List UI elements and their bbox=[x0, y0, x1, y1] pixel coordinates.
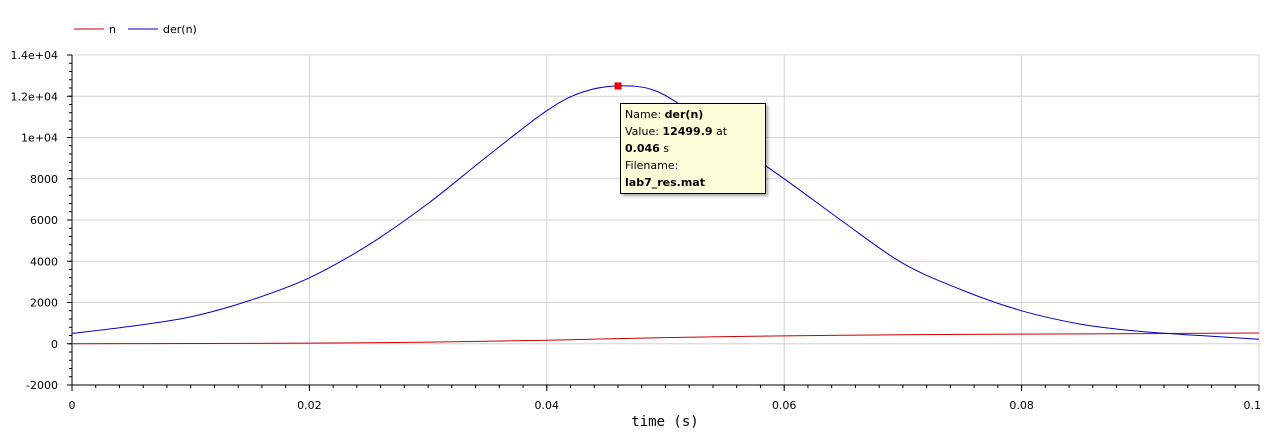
y-tick-label: -2000 bbox=[26, 379, 58, 392]
y-tick-label: 1e+04 bbox=[21, 132, 58, 145]
x-tick-label: 0.06 bbox=[772, 399, 797, 412]
y-tick-label: 1.4e+04 bbox=[11, 49, 58, 62]
tooltip-name-row: Name: der(n) bbox=[625, 108, 704, 121]
axes: -2000 0 2000 4000 6000 8000 1e+04 1.2e+04 1.4e+0… bbox=[11, 49, 1261, 412]
tooltip-value-row: Value: 12499.9 at 0.046 s bbox=[625, 125, 728, 155]
x-tick-label: 0.02 bbox=[297, 399, 322, 412]
y-tick-label: 4000 bbox=[30, 255, 58, 268]
series-layer bbox=[71, 82, 1260, 345]
series-line-n[interactable] bbox=[71, 332, 1260, 345]
legend: n der(n) bbox=[74, 23, 197, 36]
x-axis-label: time (s) bbox=[631, 414, 698, 430]
x-tick-label: 0 bbox=[69, 399, 76, 412]
y-tick-label: 6000 bbox=[30, 214, 58, 227]
value-tooltip: Name: der(n) Value: 12499.9 at 0.046 s F… bbox=[620, 103, 766, 194]
tooltip-file-row: Filename: lab7_res.mat bbox=[625, 159, 705, 189]
y-tick-label: 2000 bbox=[30, 297, 58, 310]
data-point-marker[interactable] bbox=[614, 82, 622, 90]
y-tick-label: 0 bbox=[51, 338, 58, 351]
legend-label-n: n bbox=[109, 23, 116, 36]
x-tick-label: 0.04 bbox=[535, 399, 560, 412]
y-tick-label: 1.2e+04 bbox=[11, 90, 58, 103]
y-tick-label: 8000 bbox=[30, 173, 58, 186]
legend-label-der-n: der(n) bbox=[163, 23, 197, 36]
series-line-der-n[interactable] bbox=[71, 85, 1260, 340]
x-tick-label: 0.08 bbox=[1009, 399, 1034, 412]
x-tick-label: 0.1 bbox=[1244, 399, 1262, 412]
